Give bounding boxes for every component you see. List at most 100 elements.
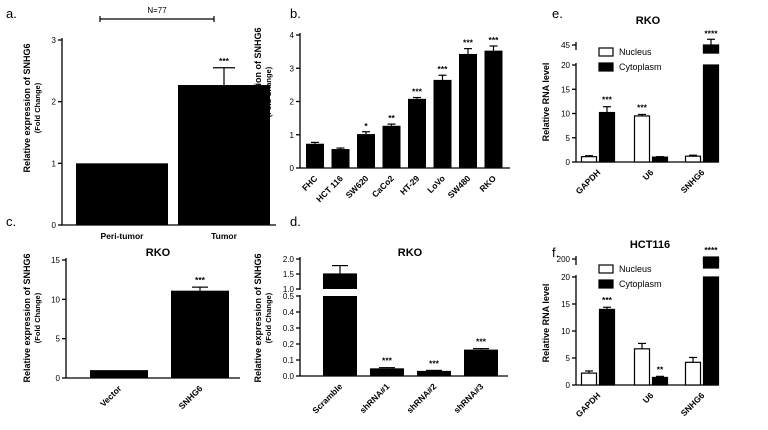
panel-b-bar <box>484 50 503 168</box>
panel-a-category-label: Peri-tumor <box>101 231 145 241</box>
panel-b-bar <box>433 79 452 168</box>
panel-e-legend-label: Cytoplasm <box>619 62 662 72</box>
panel-b-ytick-label: 0 <box>290 164 295 173</box>
panel-e-ytick-label: 10 <box>561 110 570 119</box>
panel-e-bar <box>651 156 669 163</box>
panel-b-category-label: HT-29 <box>398 173 422 197</box>
panel-c-bar <box>171 290 229 378</box>
panel-e-title: RKO <box>636 15 661 27</box>
panel-f-legend-label: Nucleus <box>619 264 652 274</box>
panel-b-category-label: SW620 <box>344 173 371 200</box>
panel-d-bar-lower <box>323 296 357 376</box>
panel-f-bar <box>651 376 669 386</box>
panel-e: e. RKO Relative RNA level 0 5 10 15 20 45 *** GAPD… <box>541 6 720 196</box>
panel-e-ytick-label: 15 <box>561 85 570 94</box>
panel-e-significance: *** <box>602 95 613 105</box>
panel-c-ytick-label: 15 <box>51 256 60 265</box>
panel-d-ytick-label: 0.1 <box>283 356 295 365</box>
panel-d-y-axis-sublabel: (Fold Change) <box>264 292 273 343</box>
panel-a-y-axis-label: Relative expression of SNHG6 <box>22 43 32 172</box>
panel-e-bar <box>633 115 651 163</box>
panel-d-y-axis-label: Relative expression of SNHG6 <box>253 253 263 382</box>
panel-b-label: b. <box>290 6 301 21</box>
panel-f-bar <box>580 372 598 386</box>
panel-b-category-label: RKO <box>477 173 498 194</box>
panel-d: d. RKO Relative expression of SNHG6 (Fold C… <box>253 214 508 415</box>
panel-f-legend-swatch <box>598 279 614 289</box>
panel-f-category-label: GAPDH <box>574 390 603 419</box>
panel-b-significance: *** <box>489 35 500 45</box>
panel-e-ytick-label: 20 <box>561 61 570 70</box>
panel-e-y-axis-label: Relative RNA level <box>541 63 551 142</box>
panel-c-label: c. <box>6 214 16 229</box>
panel-b-category-label: CaCo2 <box>370 173 396 199</box>
panel-b-category-label: LoVo <box>425 173 447 195</box>
panel-a-category-label: Tumor <box>211 231 238 241</box>
panel-f-ytick-label: 10 <box>561 327 570 336</box>
panel-b-category-label: SW480 <box>446 173 473 200</box>
panel-b-bar <box>306 143 324 168</box>
panel-e-ytick-label: 0 <box>566 158 571 167</box>
panel-b-bar <box>408 98 426 168</box>
panel-c-title: RKO <box>146 247 171 259</box>
panel-b-ytick-label: 3 <box>290 64 295 73</box>
panel-c-significance: *** <box>195 275 206 285</box>
panel-b-category-label: FHC <box>300 173 319 192</box>
panel-d-ytick-label: 1.5 <box>283 270 295 279</box>
panel-b-category-label: HCT 116 <box>314 173 345 204</box>
panel-f-significance: **** <box>704 245 718 255</box>
panel-a-significance: *** <box>219 56 230 66</box>
panel-e-bar <box>684 155 702 163</box>
panel-f-ytick-label: 0 <box>566 381 571 390</box>
panel-f-ytick-label: 20 <box>561 273 570 282</box>
panel-a-bar <box>76 163 168 225</box>
panel-c-bar <box>90 370 148 378</box>
panel-e-legend-swatch <box>598 47 614 57</box>
panel-b-significance: *** <box>412 87 423 97</box>
panel-a-bar <box>178 85 270 226</box>
panel-e-label: e. <box>552 6 563 21</box>
panel-a-y-axis-sublabel: (Fold Change) <box>33 82 42 133</box>
panel-d-bar <box>370 368 404 376</box>
panel-d-ytick-label: 0.2 <box>283 340 295 349</box>
panel-a: a.Relative expression of SNHG6 (Fold Chan… <box>6 6 276 241</box>
panel-b: b. Relative expression of SNHG6 (Fold Chan… <box>253 6 510 204</box>
panel-a-ytick-label: 3 <box>52 36 57 45</box>
panel-d-ytick-label: 0.5 <box>283 292 295 301</box>
panel-f-bar-upper-cap <box>702 256 720 263</box>
panel-d-label: d. <box>290 214 301 229</box>
panel-b-y-axis-sublabel: (Fold Change) <box>264 66 273 117</box>
panel-f-category-label: SNHG6 <box>679 390 707 418</box>
panel-c-category-label: Vector <box>98 383 124 409</box>
panel-d-bar <box>417 370 451 376</box>
panel-b-y-axis-label: Relative expression of SNHG6 <box>253 27 263 156</box>
panel-c-ytick-label: 0 <box>56 374 61 383</box>
panel-b-ytick-label: 4 <box>290 31 295 40</box>
panel-f-category-label: U6 <box>641 390 656 405</box>
panel-e-legend-swatch <box>598 62 614 72</box>
panel-b-bar <box>357 134 375 168</box>
panel-e-category-label: SNHG6 <box>679 167 707 195</box>
panel-f-title: HCT116 <box>630 239 670 251</box>
panel-f-bar-lower <box>702 276 720 386</box>
panel-c-y-axis-sublabel: (Fold Change) <box>33 292 42 343</box>
panel-b-significance: *** <box>463 38 474 48</box>
panel-e-category-label: GAPDH <box>574 167 603 196</box>
panel-d-bar-upper <box>323 273 357 289</box>
panel-b-significance: *** <box>438 64 449 74</box>
panel-f-significance: ** <box>657 364 664 374</box>
panel-a-bracket-label: N=77 <box>147 6 167 15</box>
panel-a-bracket <box>99 16 215 22</box>
panel-b-bar <box>331 149 350 168</box>
panel-f-label: f. <box>552 245 559 260</box>
panel-d-significance: *** <box>382 356 393 366</box>
panel-f-y-axis-label: Relative RNA level <box>541 284 551 363</box>
panel-d-significance: *** <box>429 358 440 368</box>
panel-c: c. RKO Relative expression of SNHG6 (Fold C… <box>6 214 240 411</box>
panel-e-significance: **** <box>704 28 718 38</box>
panel-f-legend-label: Cytoplasm <box>619 279 662 289</box>
panel-e-bar <box>598 111 616 163</box>
panel-b-ytick-label: 1 <box>290 131 295 140</box>
